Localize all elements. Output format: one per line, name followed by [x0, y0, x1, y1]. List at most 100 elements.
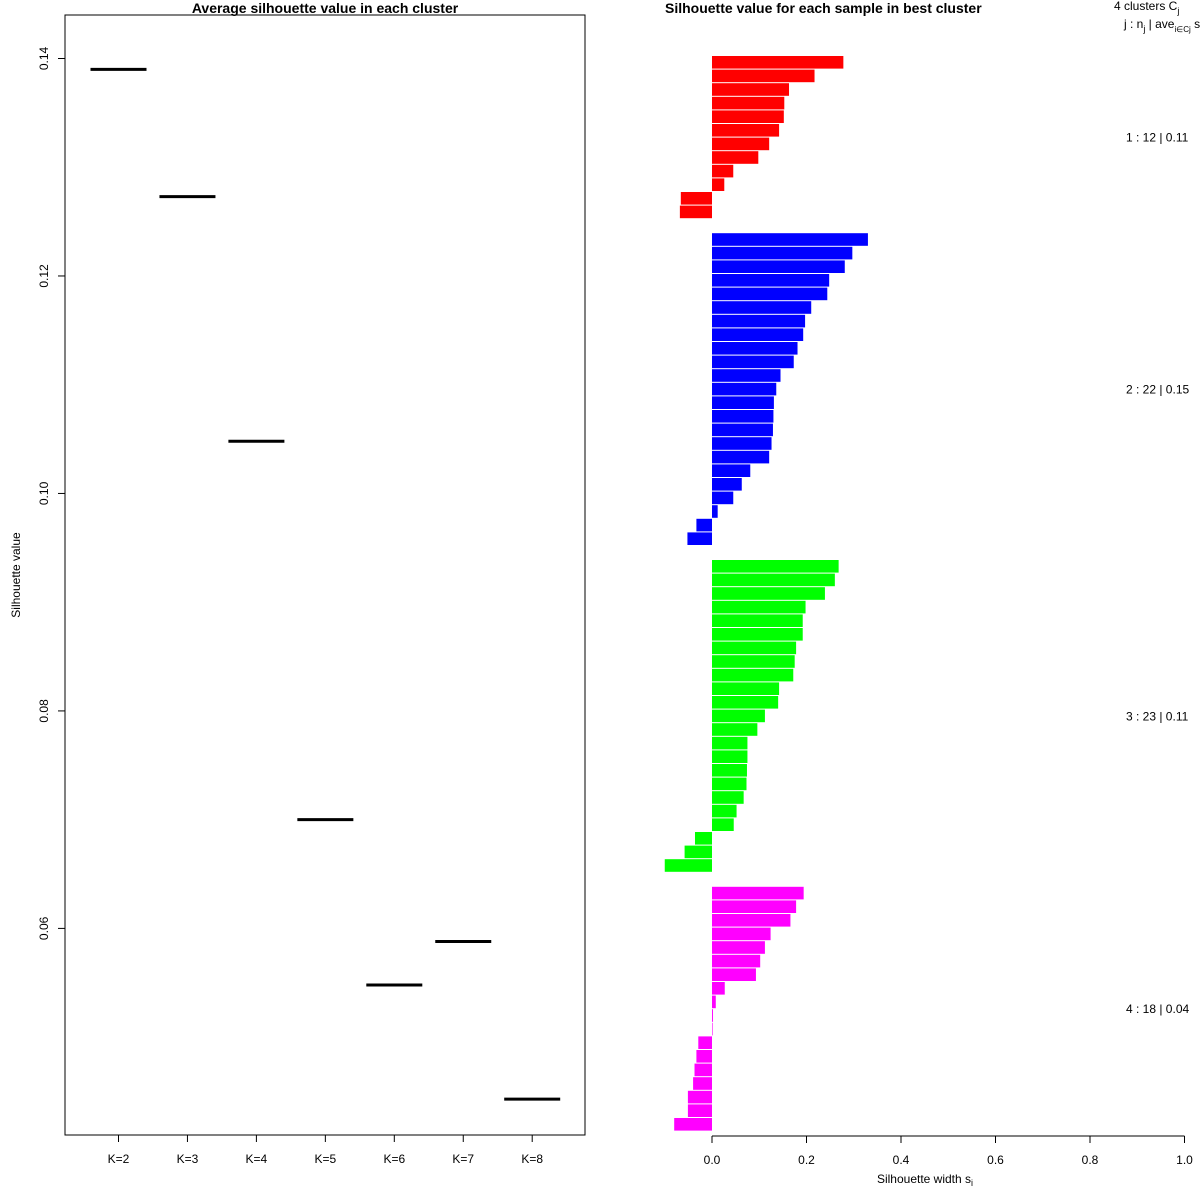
left-y-tick-label: 0.10 — [37, 481, 51, 505]
cluster-summary-labels: 1 : 12 | 0.11 2 : 22 | 0.15 3 : 23 | 0.11 4… — [1126, 131, 1189, 1017]
left-x-tick-label: K=7 — [452, 1152, 474, 1166]
silhouette-bar-c2-21 — [712, 505, 718, 518]
cluster-summary-1: 1 : 12 | 0.11 — [1126, 131, 1189, 145]
silhouette-bar-c3-20 — [712, 818, 734, 831]
silhouette-bar-c2-12 — [712, 382, 777, 396]
silhouette-bar-c4-7 — [712, 968, 756, 981]
silhouette-bar-c2-16 — [712, 437, 772, 450]
silhouette-bar-c4-15 — [693, 1077, 712, 1090]
right-x-tick-label: 1.0 — [1176, 1153, 1193, 1167]
silhouette-bar-c4-3 — [712, 914, 791, 927]
cluster-header-n-sub: j — [1142, 24, 1145, 34]
left-y-tick-label: 0.14 — [37, 46, 51, 70]
silhouette-bar-c2-23 — [687, 532, 712, 545]
silhouette-bar-c1-11 — [680, 192, 712, 205]
right-x-axis-label: Silhouette width si — [877, 1172, 973, 1188]
silhouette-bar-c2-11 — [712, 369, 781, 382]
silhouette-bar-c2-5 — [712, 287, 828, 301]
silhouette-bar-c4-12 — [698, 1036, 712, 1049]
silhouette-bar-c3-19 — [712, 804, 737, 818]
left-x-tick-label: K=2 — [108, 1152, 130, 1166]
silhouette-bar-c3-5 — [712, 614, 803, 627]
silhouette-bar-c3-18 — [712, 791, 744, 804]
silhouette-bar-c2-17 — [712, 450, 770, 464]
silhouette-bar-c4-14 — [694, 1063, 712, 1077]
silhouette-bar-c3-8 — [712, 655, 795, 668]
silhouette-bar-c2-1 — [712, 233, 868, 246]
silhouette-bar-c1-5 — [712, 110, 784, 123]
silhouette-bar-c2-4 — [712, 274, 830, 287]
silhouette-bar-c2-20 — [712, 491, 734, 505]
silhouette-bar-c1-4 — [712, 96, 785, 110]
silhouette-bar-c1-1 — [712, 56, 844, 69]
silhouette-bar-c3-17 — [712, 777, 747, 791]
silhouette-bar-c3-11 — [712, 696, 779, 709]
silhouette-bar-c2-3 — [712, 260, 845, 273]
silhouette-bar-c2-15 — [712, 423, 773, 437]
right-chart-title: Silhouette value for each sample in best… — [665, 0, 982, 16]
silhouette-bar-c4-10 — [712, 1009, 713, 1022]
silhouette-bar-c3-2 — [712, 573, 835, 587]
silhouette-bar-c1-9 — [712, 164, 734, 178]
avg-silhouette-panel: Average silhouette value in each cluster… — [9, 0, 586, 1166]
silhouette-sample-panel: Silhouette value for each sample in best… — [664, 0, 1200, 1188]
silhouette-bar-c1-6 — [712, 124, 780, 137]
silhouette-bar-c4-8 — [712, 982, 725, 995]
cluster-header-s: s — [1191, 17, 1200, 31]
silhouette-bar-c4-18 — [674, 1118, 712, 1131]
left-x-tick-label: K=6 — [383, 1152, 405, 1166]
silhouette-bar-c1-8 — [712, 151, 759, 164]
silhouette-bar-c1-10 — [712, 178, 725, 191]
silhouette-bar-c2-22 — [696, 518, 712, 532]
cluster-header-line1: 4 clusters Cj — [1114, 0, 1179, 16]
silhouette-bar-c3-22 — [684, 845, 712, 859]
silhouette-bar-c3-23 — [664, 859, 712, 872]
left-y-axis-label: Silhouette value — [9, 532, 23, 618]
silhouette-bar-c2-9 — [712, 342, 798, 355]
silhouette-bar-c1-3 — [712, 83, 790, 96]
left-x-tick-label: K=5 — [315, 1152, 337, 1166]
silhouette-bar-c3-15 — [712, 750, 748, 763]
silhouette-bar-c3-13 — [712, 723, 758, 736]
cluster-header-text: 4 clusters C — [1114, 0, 1178, 13]
left-marks-group — [90, 67, 561, 1101]
silhouette-bar-c2-8 — [712, 328, 804, 341]
silhouette-bar-c2-2 — [712, 246, 853, 260]
silhouette-bar-c4-2 — [712, 900, 797, 913]
silhouette-bar-c3-7 — [712, 641, 797, 655]
silhouette-bar-c2-7 — [712, 314, 806, 328]
silhouette-bar-c2-19 — [712, 478, 742, 491]
cluster-header-sub: j — [1176, 6, 1179, 16]
silhouette-bar-c3-1 — [712, 560, 839, 573]
silhouette-bar-c3-12 — [712, 709, 765, 723]
left-x-axis: K=2 K=3 K=4 K=5 K=6 K=7 K=8 — [108, 1134, 543, 1166]
left-y-tick-label: 0.12 — [37, 264, 51, 288]
silhouette-bar-c4-13 — [696, 1050, 712, 1063]
right-x-tick-label: 0.0 — [704, 1153, 721, 1167]
silhouette-bar-c1-2 — [712, 69, 815, 83]
cluster-summary-4: 4 : 18 | 0.04 — [1126, 1002, 1189, 1016]
silhouette-bar-c3-3 — [712, 587, 825, 600]
right-x-axis-label-text: Silhouette width s — [877, 1172, 971, 1186]
silhouette-bar-c3-9 — [712, 668, 794, 682]
silhouette-bar-c4-16 — [687, 1090, 712, 1104]
silhouette-bar-c3-14 — [712, 736, 748, 750]
left-x-tick-label: K=8 — [521, 1152, 543, 1166]
right-x-axis: 0.0 0.2 0.4 0.6 0.8 1.0 — [704, 1135, 1193, 1167]
silhouette-bar-c2-13 — [712, 396, 774, 409]
right-x-tick-label: 0.4 — [893, 1153, 910, 1167]
silhouette-bar-c3-21 — [694, 832, 712, 845]
cluster-summary-2: 2 : 22 | 0.15 — [1126, 383, 1189, 397]
silhouette-bar-c4-11 — [712, 1022, 713, 1036]
silhouette-bar-c3-10 — [712, 682, 780, 695]
right-x-tick-label: 0.6 — [987, 1153, 1004, 1167]
silhouette-bar-c1-12 — [679, 205, 712, 219]
silhouette-bar-c2-18 — [712, 464, 751, 477]
silhouette-bar-c2-14 — [712, 410, 774, 423]
cluster-header-line2: j : nj | avei∈Cj s — [1123, 17, 1200, 34]
silhouette-bar-c2-6 — [712, 301, 812, 314]
cluster-summary-3: 3 : 23 | 0.11 — [1126, 709, 1189, 723]
silhouette-bar-c4-4 — [712, 927, 771, 941]
silhouette-bar-c3-6 — [712, 628, 803, 641]
